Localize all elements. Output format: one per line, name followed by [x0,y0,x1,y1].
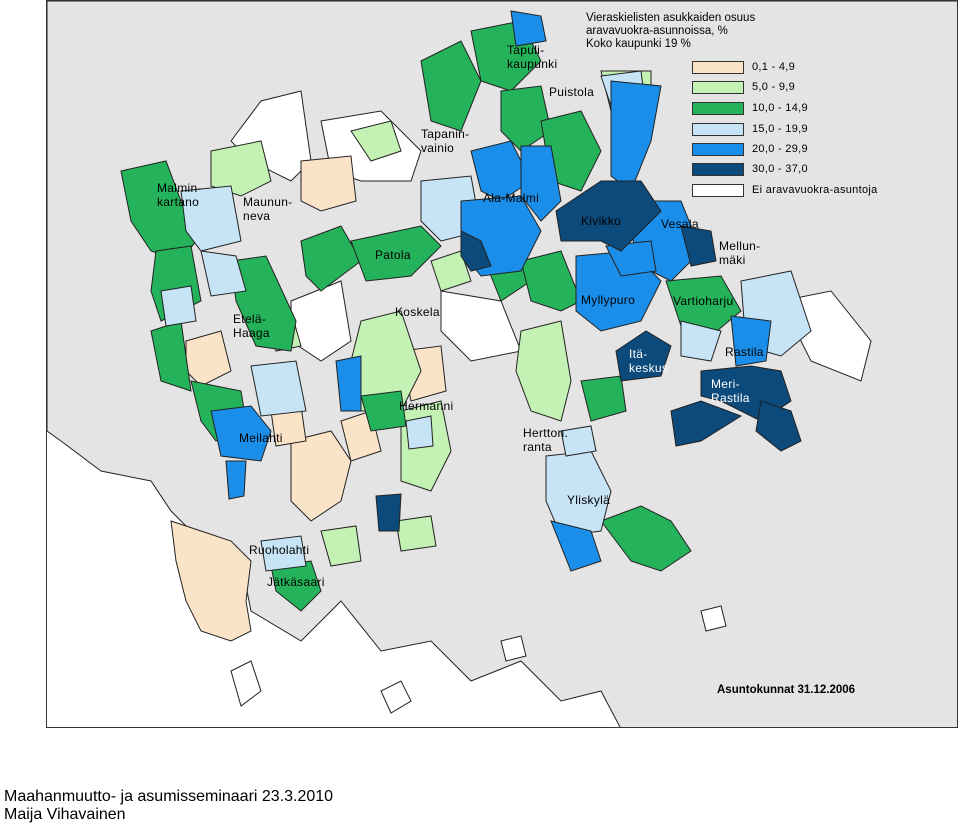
legend-item: 5,0 - 9,9 [692,79,795,95]
district-label-etela-haaga: Etelä- Haaga [233,312,270,340]
legend-item: 15,0 - 19,9 [692,121,808,137]
date-note: Asuntokunnat 31.12.2006 [717,684,856,696]
legend-item: 10,0 - 14,9 [692,100,808,116]
district-label-itakeskus: Itä- keskus [629,347,669,375]
legend-label: 5,0 - 9,9 [752,81,796,93]
district-label-mellunmaki: Mellun- mäki [719,239,761,267]
legend-swatch [692,162,744,176]
district-label-vartioharju: Vartioharju [673,294,734,308]
district-label-patola: Patola [375,248,411,262]
legend-label: 10,0 - 14,9 [752,102,808,114]
legend-swatch [692,122,744,136]
legend-item: 0,1 - 4,9 [692,59,795,75]
district-label-jatkasaari: Jätkäsaari [267,575,325,589]
district-label-herttoniemenranta: Hertton. ranta [523,426,569,454]
legend-label: 30,0 - 37,0 [752,163,808,175]
district-label-myllypuro: Myllypuro [581,293,636,307]
legend-label: 15,0 - 19,9 [752,123,808,135]
district-label-vesala: Vesala [661,217,699,231]
district-label-malminkartano: Malmin- kartano [157,181,202,209]
district-label-maunula: Maunun- neva [243,195,293,223]
legend-label: Ei aravavuokra-asuntoja [752,184,878,196]
district-label-ruoholahti: Ruoholahti [249,543,310,557]
islands [230,605,727,714]
district-label-ala-malmi: Ala-Malmi [483,191,540,205]
legend-item: 20,0 - 29,9 [692,141,808,157]
district-label-koskela: Koskela [395,305,440,319]
legend-swatch [692,183,744,197]
district-label-meilahti: Meilahti [239,431,283,445]
class-30-37 [375,180,802,532]
district-label-tapulikaupunki: Tapuli- kaupunki [507,43,558,71]
legend-swatch [692,101,744,115]
district-label-yliskyla: Yliskylä [567,493,611,507]
legend-item: Ei aravavuokra-asuntoja [692,182,878,198]
district-label-puistola: Puistola [549,85,595,99]
legend-title: Vieraskielisten asukkaiden osuus aravavu… [586,12,756,50]
choropleth-map: Malmin- kartano Maunun- neva Tapuli- kau… [46,0,958,728]
legend-swatch [692,142,744,156]
map-canvas [47,1,957,727]
district-label-rastila: Rastila [725,345,764,359]
district-label-meri-rastila: Meri- Rastila [711,377,750,405]
legend-swatch [692,60,744,74]
district-blank [440,290,522,362]
footer-event: Maahanmuutto- ja asumisseminaari 23.3.20… [4,788,334,805]
legend-swatch [692,80,744,94]
legend-label: 0,1 - 4,9 [752,61,796,73]
legend-label: 20,0 - 29,9 [752,143,808,155]
legend-item: 30,0 - 37,0 [692,161,808,177]
district-label-tapaninvainio: Tapanin- vainio [421,127,470,155]
district-label-kivikko: Kivikko [581,214,622,228]
district-label-hermanni: Hermanni [399,399,454,413]
class-20-30 [210,10,772,572]
footer-author: Maija Vihavainen [4,806,126,823]
